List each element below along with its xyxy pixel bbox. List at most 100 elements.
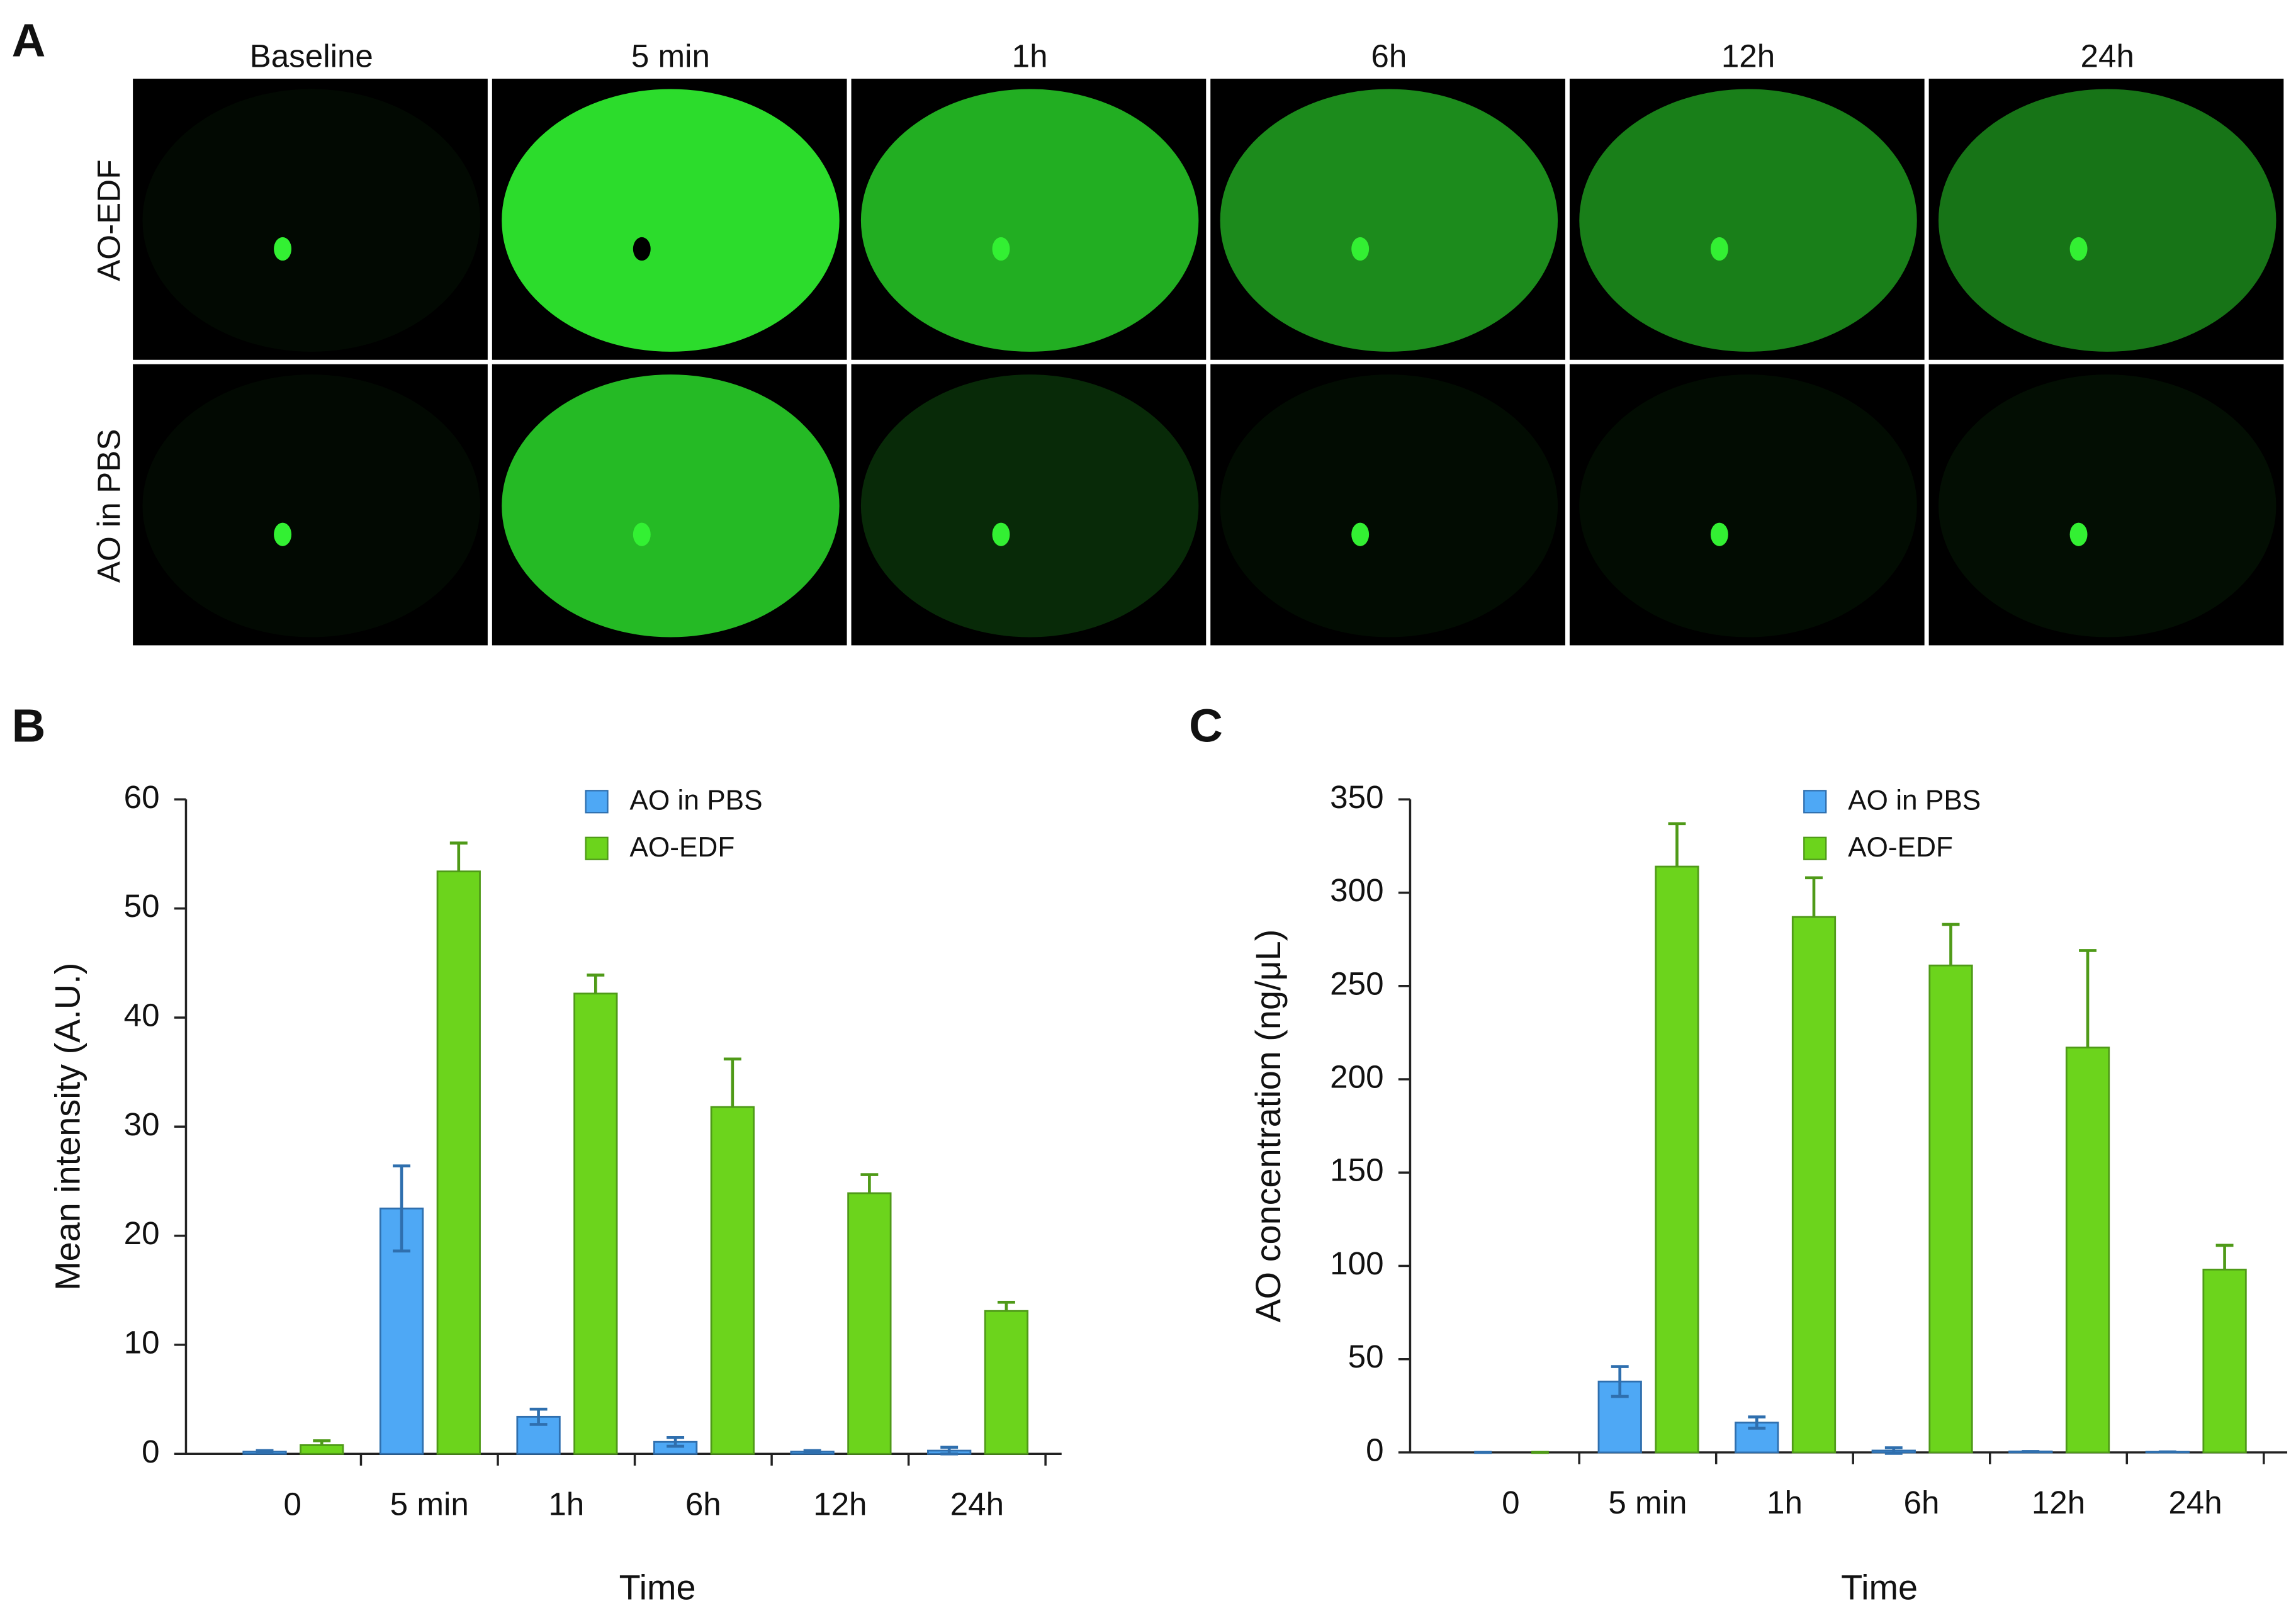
x-tick-label: 0	[1502, 1485, 1519, 1520]
error-bar	[449, 841, 468, 872]
micrograph	[849, 362, 1208, 648]
column-header: 6h	[1371, 38, 1407, 74]
fluorescence-spot	[1351, 237, 1370, 261]
error-bar	[667, 1435, 685, 1448]
error-bar	[1942, 923, 1960, 966]
bar	[436, 870, 481, 1455]
bar	[710, 1106, 755, 1455]
fluorescence	[142, 374, 480, 637]
fluorescence-spot	[274, 522, 292, 546]
legend-label: AO-EDF	[1848, 832, 1953, 863]
fluorescence-spot	[992, 237, 1010, 261]
y-tick-label: 300	[1330, 872, 1383, 908]
y-tick-label: 0	[142, 1434, 159, 1469]
fluorescence	[1579, 89, 1917, 352]
panel-letter: A	[12, 14, 46, 66]
fluorescence	[502, 374, 840, 637]
bar	[984, 1310, 1029, 1455]
y-axis-title: Mean intensity (A.U.)	[47, 963, 87, 1291]
fluorescence-spot	[1710, 237, 1728, 261]
error-bar	[587, 974, 605, 994]
error-bar	[1805, 876, 1823, 918]
micrograph	[1927, 362, 2286, 648]
column-header: 24h	[2081, 38, 2134, 74]
panel-letter: B	[12, 699, 46, 751]
y-tick-label: 200	[1330, 1059, 1383, 1095]
x-tick-label: 12h	[813, 1486, 867, 1522]
bar	[2202, 1269, 2247, 1454]
micrograph	[130, 76, 490, 362]
error-bar	[997, 1301, 1015, 1311]
fluorescence-spot	[1351, 522, 1370, 546]
fluorescence	[860, 89, 1199, 352]
legend-label: AO-EDF	[629, 832, 734, 863]
fluorescence	[1220, 89, 1558, 352]
row-label: AO-EDF	[91, 159, 127, 281]
legend-swatch	[585, 836, 609, 860]
y-tick-label: 50	[124, 888, 160, 924]
bar	[1928, 964, 1973, 1454]
x-axis-title: Time	[619, 1567, 696, 1607]
column-header: Baseline	[250, 38, 373, 74]
bar	[1791, 916, 1837, 1454]
error-bar	[2079, 949, 2097, 1048]
bar	[300, 1444, 344, 1455]
fluorescence-spot	[992, 522, 1010, 546]
x-axis-title: Time	[1841, 1567, 1918, 1607]
fluorescence-spot	[2069, 522, 2088, 546]
y-tick-label: 100	[1330, 1245, 1383, 1281]
fluorescence	[1938, 89, 2276, 352]
error-bar	[1611, 1365, 1629, 1398]
y-tick-label: 10	[124, 1324, 160, 1360]
error-bar	[1668, 822, 1686, 867]
fluorescence-spot	[633, 522, 651, 546]
x-tick-label: 1h	[1767, 1485, 1803, 1520]
x-tick-label: 6h	[685, 1486, 721, 1522]
column-header: 5 min	[631, 38, 710, 74]
y-axis-title: AO concentration (ng/μL)	[1248, 929, 1288, 1323]
fluorescence-spot	[2069, 237, 2088, 261]
y-tick-label: 30	[124, 1106, 160, 1142]
fluorescence-spot	[274, 237, 292, 261]
x-tick-label: 5 min	[390, 1486, 469, 1522]
legend-swatch	[1803, 836, 1827, 860]
y-tick-label: 350	[1330, 779, 1383, 815]
bar	[1655, 865, 1699, 1454]
error-bar	[803, 1449, 821, 1454]
error-bar	[393, 1164, 411, 1253]
column-header: 12h	[1721, 38, 1775, 74]
column-header: 1h	[1012, 38, 1048, 74]
error-bar	[313, 1439, 331, 1446]
fluorescence	[1220, 374, 1558, 637]
y-tick-label: 50	[1348, 1339, 1384, 1374]
y-tick-label: 250	[1330, 965, 1383, 1001]
fluorescence	[1938, 374, 2276, 637]
error-bar	[1748, 1415, 1766, 1430]
y-tick-label: 0	[1366, 1432, 1383, 1468]
x-tick-label: 6h	[1904, 1485, 1940, 1520]
legend-swatch	[1803, 790, 1827, 814]
bar	[573, 992, 618, 1455]
bar	[847, 1192, 892, 1455]
fluorescence	[1579, 374, 1917, 637]
legend-label: AO in PBS	[1848, 785, 1981, 816]
fluorescence-spot	[1710, 522, 1728, 546]
error-bar	[2215, 1244, 2234, 1270]
micrograph	[130, 362, 490, 648]
error-bar	[1884, 1446, 1903, 1455]
error-bar	[529, 1407, 548, 1426]
bar	[2065, 1047, 2110, 1454]
panel-letter: C	[1189, 699, 1223, 751]
legend-label: AO in PBS	[629, 785, 762, 816]
error-bar	[940, 1446, 959, 1456]
fluorescence	[142, 89, 480, 352]
row-label: AO in PBS	[91, 429, 127, 583]
x-tick-label: 0	[283, 1486, 301, 1522]
error-bar	[723, 1057, 741, 1108]
error-bar	[860, 1173, 879, 1194]
y-tick-label: 40	[124, 997, 160, 1033]
fluorescence-spot	[633, 237, 651, 261]
micrograph	[1567, 362, 1927, 648]
